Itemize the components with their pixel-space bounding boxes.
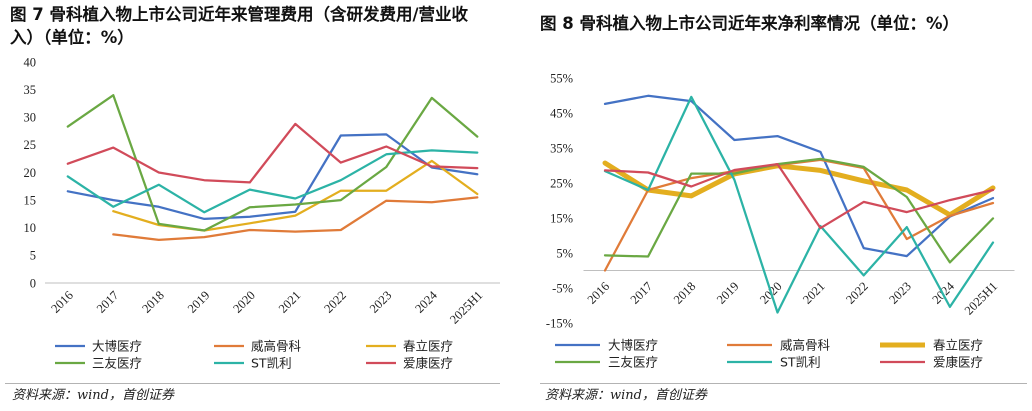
chart-1-x-tick-label-1: 2016	[48, 288, 76, 316]
chart-1-y-tick-label-6: 25	[24, 138, 37, 152]
chart-2-x-tick-label-8: 2023	[886, 279, 914, 307]
chart-2-series-1-line	[603, 94, 995, 258]
chart-2-legend-label-1: 大博医疗	[608, 338, 658, 353]
chart-2-y-tick-label-1: -15%	[546, 316, 573, 330]
chart-2-x-tick-label-2: 2017	[628, 279, 656, 307]
chart-1-legend-label-4: 三友医疗	[92, 356, 142, 371]
chart-1-legend-label-6: 爱康医疗	[403, 356, 453, 371]
chart-1-y-tick-label-7: 30	[24, 111, 37, 125]
chart-1-series-6-line	[66, 122, 479, 184]
chart-2-x-tick-label-4: 2019	[714, 279, 742, 307]
chart-1-legend-label-5: ST凯利	[251, 356, 292, 371]
chart-1-series-2-line	[112, 196, 479, 242]
chart-2-y-tick-label-5: 25%	[550, 176, 573, 190]
chart-2-series-6-line	[603, 162, 995, 230]
chart-1-y-tick-label-9: 40	[24, 55, 37, 69]
chart-1-y-tick-label-3: 10	[24, 221, 37, 235]
chart-2-legend-label-6: 爱康医疗	[933, 355, 983, 370]
chart-2-y-tick-label-6: 35%	[550, 141, 573, 155]
chart-2-x-tick-label-3: 2018	[671, 279, 699, 307]
chart-1-legend-label-2: 威高骨科	[251, 339, 302, 354]
chart-2-y-tick-label-7: 45%	[550, 106, 573, 120]
chart-1-legend-label-1: 大博医疗	[92, 339, 142, 354]
chart-1-x-tick-label-5: 2020	[230, 288, 258, 316]
chart-1-source-note: 资料来源：wind，首创证券	[12, 388, 174, 403]
chart-2-x-tick-label-6: 2021	[800, 279, 828, 307]
chart-1-y-tick-label-2: 5	[30, 249, 36, 263]
chart-1-series-3-line	[112, 159, 479, 232]
chart-1-series-lines	[66, 94, 479, 242]
chart-2-title: 图 8 骨科植入物上市公司近年来净利率情况（单位：%）	[540, 14, 960, 33]
chart-2-series-lines	[602, 94, 996, 314]
chart-2-y-tick-label-4: 15%	[550, 211, 573, 225]
chart-2-y-tick-label-2: -5%	[552, 281, 573, 295]
chart-2-legend-label-3: 春立医疗	[933, 338, 983, 353]
chart-1-title: 图 7 骨科植入物上市公司近年来管理费用（含研发费用/营业收入）（单位：%）	[10, 5, 468, 47]
chart-1-y-tick-label-1: 0	[30, 276, 36, 290]
chart-1-x-tick-label-8: 2023	[367, 288, 395, 316]
chart-1-y-tick-label-4: 15	[24, 193, 37, 207]
chart-1-x-tick-label-3: 2018	[139, 288, 167, 316]
chart-2-source-note: 资料来源：wind，首创证券	[545, 388, 707, 403]
chart-2-y-tick-label-8: 55%	[550, 71, 573, 85]
chart-2-x-tick-label-10: 2025H1	[962, 279, 1000, 317]
chart-1-x-tick-label-6: 2021	[276, 288, 304, 316]
chart-1-x-tick-label-7: 2022	[321, 288, 349, 316]
chart-2-series-4-line	[603, 157, 995, 264]
chart-2-legend-label-5: ST凯利	[780, 355, 821, 370]
chart-1-plot: 0 5 10 15 20 25 30 35 40 2016 2017 2018 2019 2020 2021…	[5, 55, 500, 384]
chart-2-x-tick-label-7: 2022	[843, 279, 871, 307]
chart-2-series-3-line	[602, 160, 996, 218]
chart-1-x-tick-label-2: 2017	[94, 288, 122, 316]
chart-2-series-5-line	[603, 95, 995, 314]
chart-1-y-tick-label-8: 35	[24, 83, 37, 97]
chart-2-legend-label-2: 威高骨科	[780, 338, 831, 353]
chart-2-y-tick-label-3: 5%	[556, 246, 573, 260]
chart-2-plot: -15% -5% 5% 15% 25% 35% 45% 55% 2016 2017 2018 2019…	[540, 71, 1027, 384]
chart-1-legend-label-3: 春立医疗	[403, 339, 453, 354]
chart-1-x-tick-label-4: 2019	[185, 288, 213, 316]
chart-2-x-tick-label-1: 2016	[585, 279, 613, 307]
chart-2-legend-label-4: 三友医疗	[608, 355, 658, 370]
chart-1-series-4-line	[66, 94, 479, 232]
chart-1-y-tick-label-5: 20	[24, 166, 37, 180]
chart-1-x-tick-label-10: 2025H1	[447, 288, 485, 326]
chart-1-series-5-line	[66, 149, 479, 214]
chart-1-series-1-line	[66, 133, 479, 221]
chart-1-x-tick-label-9: 2024	[412, 288, 440, 316]
